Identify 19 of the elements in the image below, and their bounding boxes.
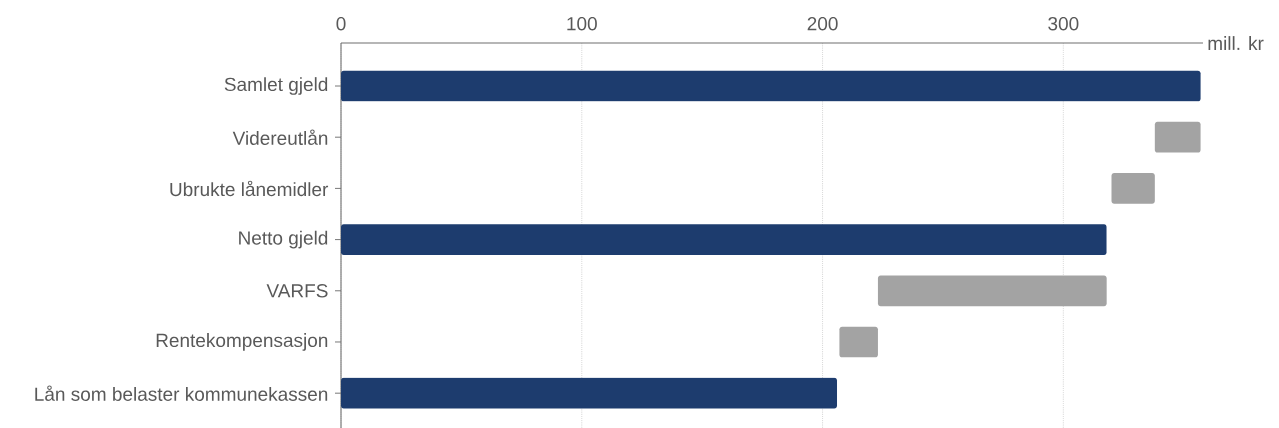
- bar: [1154, 121, 1201, 153]
- y-tick-label: Videreutlån: [232, 129, 328, 145]
- x-tick-label: 200: [807, 16, 838, 31]
- x-tick-label: 300: [1048, 16, 1079, 31]
- x-axis-title: mill. kr: [1208, 36, 1264, 50]
- x-tick-label: 100: [567, 16, 597, 31]
- y-tick-label: Lån som belaster kommunekassen: [35, 385, 328, 401]
- bar: [877, 275, 1107, 307]
- y-tick-label: Rentekompensasjon: [156, 333, 328, 351]
- bar: [341, 70, 1201, 102]
- x-tick-label: 0: [336, 16, 346, 31]
- bar: [839, 326, 878, 358]
- y-tick-label: Ubrukte lånemidler: [170, 180, 329, 197]
- y-tick-label: Netto gjeld: [239, 230, 328, 249]
- bar: [341, 224, 1107, 255]
- bar: [1111, 173, 1155, 204]
- y-tick-label: VARFS: [266, 284, 328, 298]
- bar: [341, 377, 838, 409]
- y-tick-label: Samlet gjeld: [224, 77, 328, 95]
